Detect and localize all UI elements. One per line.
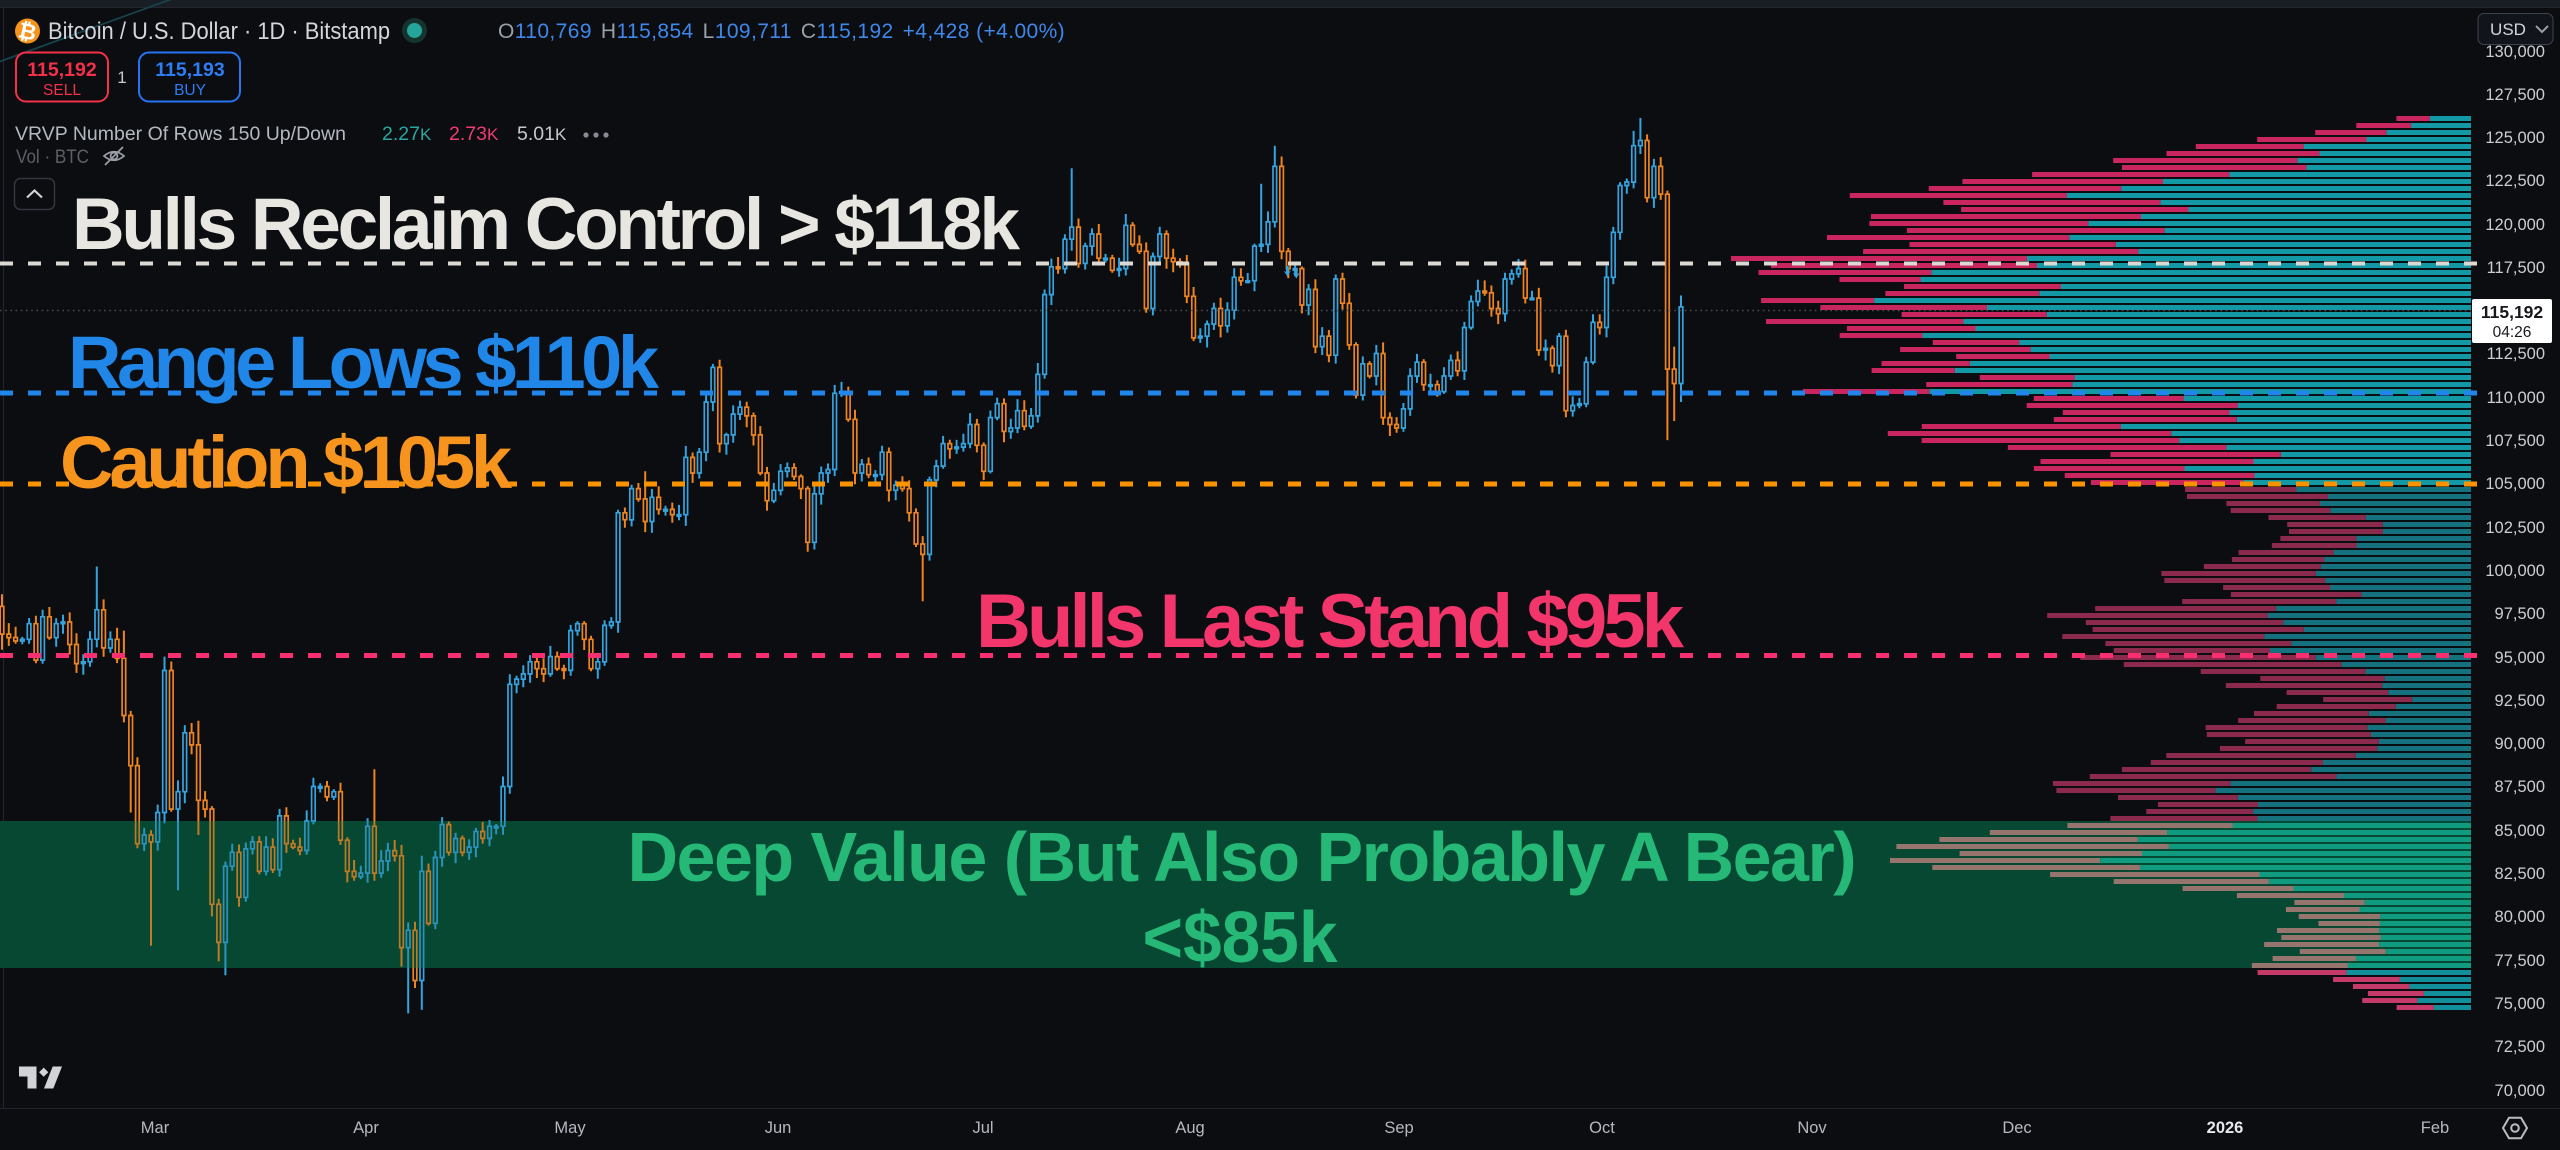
- svg-text:K: K: [555, 125, 567, 144]
- svg-text:90,000: 90,000: [2495, 735, 2545, 753]
- svg-text:May: May: [554, 1119, 586, 1137]
- svg-text:100,000: 100,000: [2485, 562, 2545, 580]
- svg-text:77,500: 77,500: [2495, 952, 2545, 970]
- svg-text:K: K: [420, 125, 432, 144]
- svg-text:K: K: [487, 125, 499, 144]
- svg-text:Sep: Sep: [1384, 1119, 1413, 1137]
- svg-text:Mar: Mar: [141, 1119, 170, 1137]
- svg-text:Vol · BTC: Vol · BTC: [16, 146, 89, 168]
- svg-text:BUY: BUY: [174, 82, 206, 99]
- svg-text:127,500: 127,500: [2485, 86, 2545, 104]
- svg-text:VRVP Number Of Rows 150 Up/Dow: VRVP Number Of Rows 150 Up/Down: [15, 123, 346, 145]
- svg-text:120,000: 120,000: [2485, 216, 2545, 234]
- svg-text:Caution $105k: Caution $105k: [60, 421, 513, 504]
- svg-text:105,000: 105,000: [2485, 475, 2545, 493]
- svg-text:107,500: 107,500: [2485, 432, 2545, 450]
- svg-text:102,500: 102,500: [2485, 519, 2545, 537]
- svg-text:USD: USD: [2490, 20, 2526, 39]
- svg-text:Bitcoin / U.S. Dollar · 1D · B: Bitcoin / U.S. Dollar · 1D · Bitstamp: [48, 18, 390, 45]
- svg-text:92,500: 92,500: [2495, 692, 2545, 710]
- svg-text:70,000: 70,000: [2495, 1082, 2545, 1100]
- svg-text:95,000: 95,000: [2495, 649, 2545, 667]
- svg-text:115,192: 115,192: [2481, 302, 2544, 322]
- svg-text:112,500: 112,500: [2487, 345, 2545, 363]
- svg-text:115,193: 115,193: [155, 59, 225, 81]
- svg-text:72,500: 72,500: [2495, 1038, 2545, 1056]
- svg-text:<$85k: <$85k: [1143, 898, 1339, 978]
- svg-text:125,000: 125,000: [2485, 129, 2545, 147]
- svg-text:2026: 2026: [2207, 1119, 2244, 1137]
- svg-text:122,500: 122,500: [2485, 172, 2545, 190]
- svg-text:87,500: 87,500: [2495, 778, 2545, 796]
- svg-text:2.73: 2.73: [449, 123, 487, 145]
- svg-text:2.27: 2.27: [382, 123, 420, 145]
- svg-text:97,500: 97,500: [2495, 605, 2545, 623]
- svg-text:115,192: 115,192: [27, 59, 97, 81]
- svg-text:85,000: 85,000: [2495, 822, 2545, 840]
- svg-text:1: 1: [117, 68, 126, 87]
- svg-text:Range Lows $110k: Range Lows $110k: [68, 321, 660, 404]
- svg-text:5.01: 5.01: [517, 123, 555, 145]
- svg-text:Aug: Aug: [1175, 1119, 1204, 1137]
- svg-text:Bulls Reclaim Control > $118k: Bulls Reclaim Control > $118k: [72, 184, 1020, 265]
- svg-text:110,000: 110,000: [2487, 389, 2545, 407]
- svg-text:Bulls Last Stand $95k: Bulls Last Stand $95k: [976, 579, 1685, 664]
- svg-text:Feb: Feb: [2421, 1119, 2449, 1137]
- svg-text:82,500: 82,500: [2495, 865, 2545, 883]
- svg-text:Apr: Apr: [353, 1119, 379, 1137]
- svg-text:Jul: Jul: [972, 1119, 993, 1137]
- svg-text:₿: ₿: [16, 17, 39, 45]
- svg-text:130,000: 130,000: [2485, 43, 2545, 61]
- svg-text:Nov: Nov: [1797, 1119, 1827, 1137]
- svg-text:80,000: 80,000: [2495, 908, 2545, 926]
- svg-text:Dec: Dec: [2002, 1119, 2031, 1137]
- svg-text:Jun: Jun: [765, 1119, 792, 1137]
- svg-text:Deep Value (But Also Probably: Deep Value (But Also Probably A Bear): [628, 818, 1857, 896]
- svg-text:75,000: 75,000: [2495, 995, 2545, 1013]
- svg-text:117,500: 117,500: [2487, 259, 2545, 277]
- svg-text:SELL: SELL: [43, 82, 81, 99]
- svg-text:Oct: Oct: [1589, 1119, 1615, 1137]
- svg-text:04:26: 04:26: [2493, 324, 2532, 341]
